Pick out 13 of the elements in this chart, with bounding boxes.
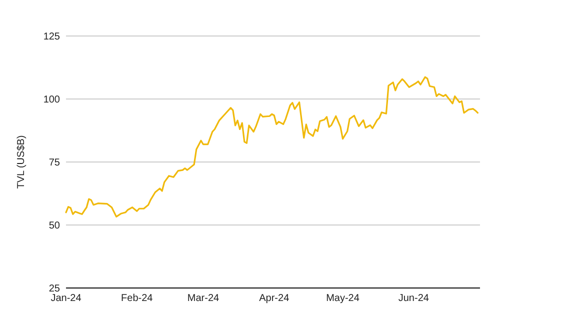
- x-tick-label: May-24: [326, 293, 360, 304]
- line-series: [65, 76, 479, 218]
- x-tick-label: Apr-24: [259, 293, 290, 304]
- y-tick-label: 100: [43, 94, 60, 106]
- y-tick-label: 75: [48, 158, 60, 168]
- y-tick-label: 125: [43, 32, 60, 42]
- x-tick-label: Jan-24: [50, 293, 82, 304]
- x-tick-label: Mar-24: [187, 293, 220, 304]
- x-tick-label: Jun-24: [398, 293, 430, 304]
- y-tick-label: 25: [48, 284, 60, 294]
- x-tick-label: Feb-24: [121, 293, 154, 304]
- y-axis-title: TVL (US$B): [16, 135, 27, 189]
- y-tick-label: 50: [48, 220, 60, 232]
